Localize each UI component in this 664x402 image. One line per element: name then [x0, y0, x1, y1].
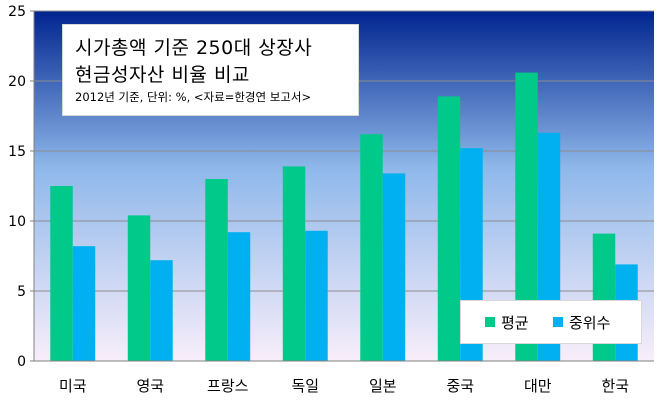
bar-average [360, 134, 383, 361]
y-tick-label: 10 [8, 214, 26, 230]
x-tick-labels: 미국 영국 프랑스 독일 일본 중국 대만 한국 [59, 377, 629, 395]
x-tick-label: 프랑스 [207, 377, 249, 395]
x-tick-label: 일본 [369, 377, 397, 395]
legend-label-median: 중위수 [569, 313, 611, 332]
x-tick-label: 영국 [136, 377, 164, 395]
bar-average [127, 215, 151, 361]
x-tick-label: 미국 [59, 377, 87, 395]
y-tick-labels: 0 5 10 15 20 25 [8, 4, 26, 370]
chart-title-line-1: 시가총액 기준 250대 상장사 [75, 37, 313, 59]
x-tick-label: 독일 [291, 377, 319, 395]
y-tick-label: 5 [17, 284, 26, 300]
chart-title-line-2: 현금성자산 비율 비교 [75, 64, 250, 86]
legend-item-median: 중위수 [553, 313, 611, 332]
legend: 평균 중위수 [460, 300, 642, 344]
x-tick-label: 한국 [601, 377, 629, 395]
bar-average [282, 166, 306, 361]
bar-median [382, 173, 406, 361]
legend-item-average: 평균 [485, 313, 529, 332]
chart-title-box: 시가총액 기준 250대 상장사 현금성자산 비율 비교 2012년 기준, 단… [62, 24, 359, 116]
bar-average [50, 186, 73, 361]
bar-average [437, 96, 461, 362]
x-tick-label: 대만 [524, 377, 552, 395]
y-tick-label: 20 [8, 74, 26, 90]
legend-label-average: 평균 [501, 313, 529, 332]
bar-average [205, 179, 228, 361]
x-tick-label: 중국 [446, 377, 474, 395]
y-tick-label: 15 [8, 144, 26, 160]
y-tick-label: 25 [8, 4, 26, 20]
legend-swatch-average [485, 317, 495, 327]
bar-median [305, 230, 328, 361]
bar-median [150, 260, 173, 361]
y-tick-label: 0 [17, 354, 26, 370]
legend-swatch-median [553, 317, 563, 327]
chart-subtitle: 2012년 기준, 단위: %, <자료=한경연 보고서> [75, 90, 312, 104]
bar-median [227, 232, 251, 361]
bar-median [72, 246, 96, 361]
bar-average [515, 72, 538, 361]
